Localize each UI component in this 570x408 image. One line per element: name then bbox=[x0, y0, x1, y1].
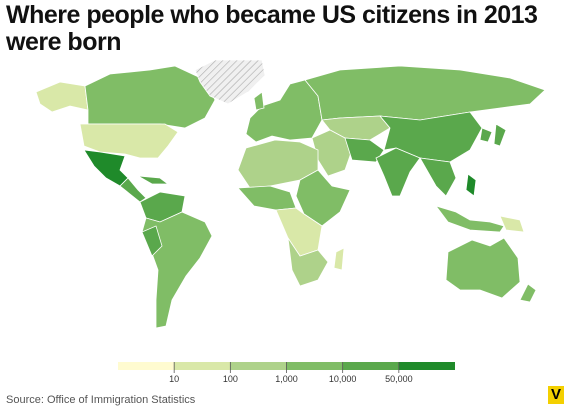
central-america bbox=[119, 177, 147, 203]
madagascar bbox=[333, 247, 345, 271]
southeast-asia bbox=[419, 157, 457, 197]
india bbox=[375, 147, 421, 197]
east-africa bbox=[295, 169, 351, 227]
west-africa bbox=[237, 185, 297, 211]
alaska bbox=[35, 81, 89, 113]
europe bbox=[245, 79, 323, 143]
canada bbox=[84, 65, 216, 129]
united-states bbox=[79, 123, 179, 159]
legend: 10 100 1,000 10,000 50,000 bbox=[118, 362, 455, 384]
countries bbox=[35, 59, 546, 329]
greenland bbox=[194, 59, 266, 105]
legend-swatch bbox=[398, 362, 455, 370]
legend-swatch bbox=[174, 362, 231, 370]
legend-swatch bbox=[286, 362, 343, 370]
middle-east bbox=[311, 129, 353, 177]
southern-africa bbox=[287, 237, 329, 287]
peru bbox=[141, 225, 163, 257]
legend-swatch bbox=[230, 362, 287, 370]
russia bbox=[304, 65, 546, 121]
legend-swatch bbox=[342, 362, 399, 370]
papua bbox=[499, 215, 525, 233]
mexico bbox=[83, 149, 129, 187]
legend-tick-label: 10 bbox=[169, 374, 179, 384]
philippines bbox=[465, 173, 477, 197]
indonesia bbox=[434, 205, 505, 233]
logo: V bbox=[548, 386, 564, 404]
legend-tick-label: 1,000 bbox=[275, 374, 298, 384]
legend-tick-label: 100 bbox=[223, 374, 238, 384]
australia bbox=[445, 237, 521, 299]
legend-tick-label: 10,000 bbox=[329, 374, 357, 384]
legend-tick-label: 50,000 bbox=[385, 374, 413, 384]
legend-swatch bbox=[118, 362, 175, 370]
source: Source: Office of Immigration Statistics bbox=[6, 394, 196, 406]
new-zealand bbox=[519, 283, 537, 303]
map-title: Where people who became US citizens in 2… bbox=[6, 1, 538, 56]
uk bbox=[253, 91, 265, 111]
korea-japan bbox=[479, 123, 507, 147]
caribbean bbox=[137, 175, 170, 185]
